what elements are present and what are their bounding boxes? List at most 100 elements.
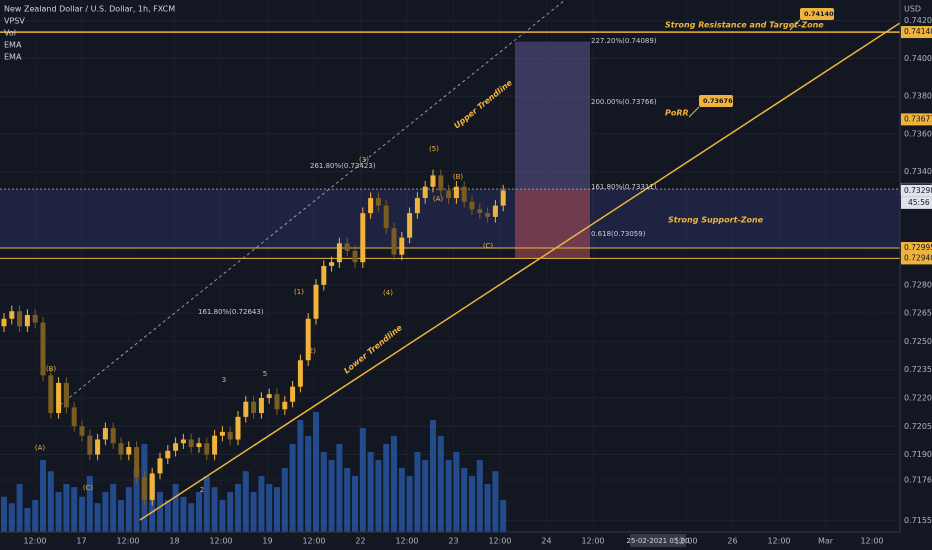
price-tag — [901, 113, 932, 126]
indicator-label: EMA — [4, 53, 22, 62]
volume-bar — [266, 484, 273, 532]
volume-bar — [281, 468, 288, 532]
wave-label: (B) — [453, 173, 464, 181]
volume-bar — [359, 428, 366, 532]
volume-bar — [125, 487, 132, 532]
candle-body — [95, 439, 101, 455]
volume-bar — [391, 436, 397, 532]
wave-label: (C) — [483, 242, 494, 250]
x-tick-label: 12:00 — [581, 537, 604, 546]
candle-body — [290, 386, 296, 402]
candle-body — [149, 473, 155, 500]
fib-label: 161.80%(0.73311) — [591, 183, 657, 191]
candle-body — [235, 416, 241, 440]
candles — [1, 169, 506, 506]
wave-label: (3) — [359, 156, 369, 164]
volume-bar — [32, 500, 39, 532]
candle-body — [141, 477, 147, 500]
volume-bar — [258, 476, 265, 532]
candle-body — [180, 439, 186, 444]
crosshair-time-box — [630, 534, 686, 547]
volume-bar — [492, 471, 499, 532]
volume-bar — [180, 496, 187, 532]
y-tick-label: 0.71550 — [904, 516, 932, 525]
volume-bar — [484, 484, 491, 532]
candle-body — [329, 262, 335, 266]
volume-bar — [336, 444, 343, 532]
candle-body — [79, 426, 85, 436]
volume-bar — [86, 476, 93, 532]
volume-bar — [55, 492, 62, 532]
candle-body — [352, 250, 358, 263]
candle-body — [469, 201, 475, 210]
volume-bar — [102, 492, 109, 532]
candle-body — [446, 190, 452, 199]
volume-bar — [297, 420, 304, 532]
x-tick-label: 12:00 — [395, 537, 418, 546]
volume-bar — [305, 436, 312, 532]
volume-bar — [157, 492, 163, 532]
chart-title: New Zealand Dollar / U.S. Dollar, 1h, FX… — [4, 5, 175, 14]
candle-body — [165, 450, 171, 459]
candle-body — [48, 375, 54, 414]
x-tick-label: 12:00 — [674, 537, 697, 546]
volume-bar — [47, 471, 54, 532]
candle-body — [453, 186, 459, 199]
fib-label: 227.20%(0.74089) — [591, 37, 657, 45]
volume-bar — [383, 444, 390, 532]
price-axis — [900, 0, 932, 550]
candle-body — [204, 443, 210, 455]
volume — [1, 412, 507, 532]
volume-bar — [437, 436, 444, 532]
candle-body — [102, 428, 108, 440]
candle-body — [118, 443, 124, 455]
candle-body — [212, 435, 218, 455]
wave-label: (4) — [383, 289, 393, 297]
candle-body — [274, 394, 280, 410]
annotation-pointer — [789, 19, 801, 31]
wave-label: (A) — [433, 195, 444, 203]
volume-bar — [211, 487, 218, 532]
price-tag-label: 0.73298 — [904, 186, 932, 195]
volume-bar — [406, 476, 413, 532]
countdown: 45:56 — [908, 198, 930, 207]
volume-bar — [398, 468, 405, 532]
volume-bar — [188, 503, 195, 532]
projection-upper — [515, 41, 590, 190]
candle-body — [40, 322, 46, 376]
volume-bar — [196, 492, 202, 532]
volume-bar — [414, 452, 421, 532]
volume-bar — [71, 487, 78, 532]
candle-body — [110, 428, 116, 444]
price-tag — [901, 242, 932, 255]
projection-lower — [515, 189, 590, 259]
price-tag-label: 0.73677 — [904, 114, 932, 123]
volume-bar — [430, 420, 436, 532]
annotation: PoRR — [665, 109, 689, 118]
volume-bar — [172, 484, 179, 532]
volume-bar — [445, 460, 452, 532]
volume-bar — [118, 500, 124, 532]
volume-bar — [274, 487, 280, 532]
x-tick-label: 12:00 — [860, 537, 883, 546]
price-tag-label: 0.74140 — [904, 27, 932, 36]
wave-label: (1) — [294, 288, 304, 296]
candle-body — [477, 209, 483, 214]
wave-label: (C) — [83, 484, 94, 492]
candle-body — [157, 458, 163, 474]
candle-body — [368, 198, 374, 214]
candle-body — [407, 213, 413, 238]
candle-body — [414, 198, 420, 214]
candle-body — [17, 311, 23, 327]
x-tick-label: 17 — [76, 537, 86, 546]
volume-bar — [476, 460, 483, 532]
